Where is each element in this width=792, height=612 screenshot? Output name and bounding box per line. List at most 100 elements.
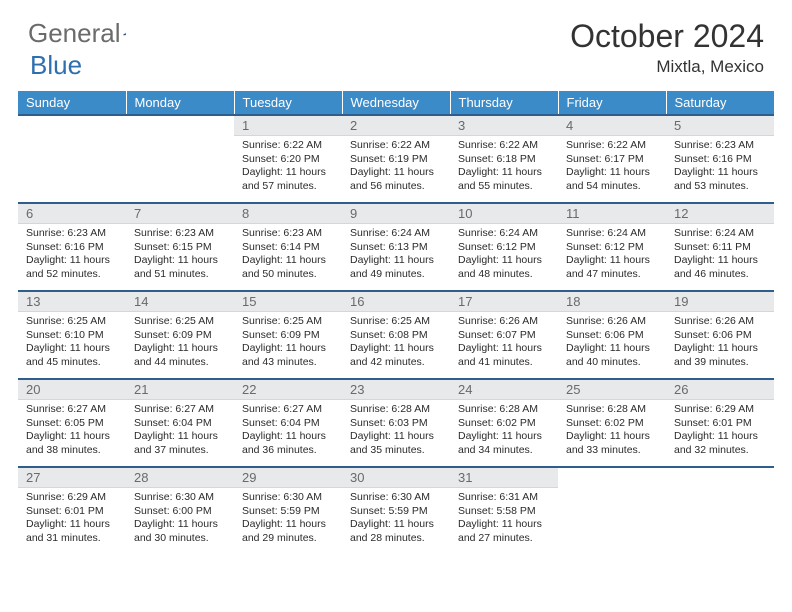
day-number: 5 — [666, 116, 774, 136]
calendar-day-cell: 3Sunrise: 6:22 AMSunset: 6:18 PMDaylight… — [450, 115, 558, 203]
day-content: Sunrise: 6:25 AMSunset: 6:09 PMDaylight:… — [126, 312, 234, 372]
calendar-day-cell — [126, 115, 234, 203]
sunrise-text: Sunrise: 6:22 AM — [350, 139, 444, 153]
day-number: 16 — [342, 292, 450, 312]
calendar-day-cell: 10Sunrise: 6:24 AMSunset: 6:12 PMDayligh… — [450, 203, 558, 291]
calendar-day-cell: 30Sunrise: 6:30 AMSunset: 5:59 PMDayligh… — [342, 467, 450, 555]
logo-word2-wrap: Blue — [30, 50, 82, 81]
day-content: Sunrise: 6:22 AMSunset: 6:20 PMDaylight:… — [234, 136, 342, 196]
day-number: 17 — [450, 292, 558, 312]
calendar-day-cell: 21Sunrise: 6:27 AMSunset: 6:04 PMDayligh… — [126, 379, 234, 467]
daylight-text: Daylight: 11 hours and 36 minutes. — [242, 430, 336, 457]
calendar-day-cell: 1Sunrise: 6:22 AMSunset: 6:20 PMDaylight… — [234, 115, 342, 203]
daylight-text: Daylight: 11 hours and 27 minutes. — [458, 518, 552, 545]
sunrise-text: Sunrise: 6:23 AM — [26, 227, 120, 241]
sunset-text: Sunset: 6:09 PM — [242, 329, 336, 343]
weekday-header: Thursday — [450, 91, 558, 115]
calendar-day-cell: 7Sunrise: 6:23 AMSunset: 6:15 PMDaylight… — [126, 203, 234, 291]
day-number: 30 — [342, 468, 450, 488]
sunrise-text: Sunrise: 6:28 AM — [350, 403, 444, 417]
day-content: Sunrise: 6:25 AMSunset: 6:10 PMDaylight:… — [18, 312, 126, 372]
sunset-text: Sunset: 6:01 PM — [26, 505, 120, 519]
daylight-text: Daylight: 11 hours and 47 minutes. — [566, 254, 660, 281]
calendar-day-cell: 27Sunrise: 6:29 AMSunset: 6:01 PMDayligh… — [18, 467, 126, 555]
day-number: 10 — [450, 204, 558, 224]
sunrise-text: Sunrise: 6:30 AM — [242, 491, 336, 505]
daylight-text: Daylight: 11 hours and 30 minutes. — [134, 518, 228, 545]
day-content: Sunrise: 6:26 AMSunset: 6:07 PMDaylight:… — [450, 312, 558, 372]
sunrise-text: Sunrise: 6:30 AM — [134, 491, 228, 505]
daylight-text: Daylight: 11 hours and 51 minutes. — [134, 254, 228, 281]
calendar-day-cell: 25Sunrise: 6:28 AMSunset: 6:02 PMDayligh… — [558, 379, 666, 467]
calendar-day-cell: 28Sunrise: 6:30 AMSunset: 6:00 PMDayligh… — [126, 467, 234, 555]
daylight-text: Daylight: 11 hours and 38 minutes. — [26, 430, 120, 457]
title-block: October 2024 Mixtla, Mexico — [570, 18, 764, 77]
daylight-text: Daylight: 11 hours and 49 minutes. — [350, 254, 444, 281]
day-number: 3 — [450, 116, 558, 136]
day-content: Sunrise: 6:23 AMSunset: 6:16 PMDaylight:… — [18, 224, 126, 284]
day-content: Sunrise: 6:27 AMSunset: 6:04 PMDaylight:… — [126, 400, 234, 460]
weekday-header: Sunday — [18, 91, 126, 115]
day-content: Sunrise: 6:28 AMSunset: 6:02 PMDaylight:… — [558, 400, 666, 460]
calendar-day-cell: 11Sunrise: 6:24 AMSunset: 6:12 PMDayligh… — [558, 203, 666, 291]
day-number: 29 — [234, 468, 342, 488]
sunset-text: Sunset: 6:05 PM — [26, 417, 120, 431]
weekday-header: Wednesday — [342, 91, 450, 115]
day-content: Sunrise: 6:28 AMSunset: 6:03 PMDaylight:… — [342, 400, 450, 460]
daylight-text: Daylight: 11 hours and 28 minutes. — [350, 518, 444, 545]
day-number: 21 — [126, 380, 234, 400]
day-content: Sunrise: 6:29 AMSunset: 6:01 PMDaylight:… — [18, 488, 126, 548]
sunset-text: Sunset: 6:04 PM — [242, 417, 336, 431]
calendar-day-cell: 4Sunrise: 6:22 AMSunset: 6:17 PMDaylight… — [558, 115, 666, 203]
calendar-day-cell: 6Sunrise: 6:23 AMSunset: 6:16 PMDaylight… — [18, 203, 126, 291]
sunset-text: Sunset: 6:07 PM — [458, 329, 552, 343]
daylight-text: Daylight: 11 hours and 43 minutes. — [242, 342, 336, 369]
weekday-header: Friday — [558, 91, 666, 115]
sunset-text: Sunset: 6:17 PM — [566, 153, 660, 167]
daylight-text: Daylight: 11 hours and 32 minutes. — [674, 430, 768, 457]
calendar-day-cell: 18Sunrise: 6:26 AMSunset: 6:06 PMDayligh… — [558, 291, 666, 379]
day-number: 25 — [558, 380, 666, 400]
day-number: 6 — [18, 204, 126, 224]
day-number: 26 — [666, 380, 774, 400]
day-content: Sunrise: 6:29 AMSunset: 6:01 PMDaylight:… — [666, 400, 774, 460]
sunrise-text: Sunrise: 6:30 AM — [350, 491, 444, 505]
sunset-text: Sunset: 6:06 PM — [566, 329, 660, 343]
daylight-text: Daylight: 11 hours and 45 minutes. — [26, 342, 120, 369]
weekday-header: Monday — [126, 91, 234, 115]
sunrise-text: Sunrise: 6:22 AM — [458, 139, 552, 153]
calendar-day-cell: 2Sunrise: 6:22 AMSunset: 6:19 PMDaylight… — [342, 115, 450, 203]
daylight-text: Daylight: 11 hours and 33 minutes. — [566, 430, 660, 457]
sunset-text: Sunset: 6:02 PM — [458, 417, 552, 431]
day-content: Sunrise: 6:24 AMSunset: 6:12 PMDaylight:… — [450, 224, 558, 284]
day-number: 8 — [234, 204, 342, 224]
calendar-day-cell — [558, 467, 666, 555]
calendar-day-cell: 29Sunrise: 6:30 AMSunset: 5:59 PMDayligh… — [234, 467, 342, 555]
day-content: Sunrise: 6:28 AMSunset: 6:02 PMDaylight:… — [450, 400, 558, 460]
calendar-day-cell: 9Sunrise: 6:24 AMSunset: 6:13 PMDaylight… — [342, 203, 450, 291]
sunset-text: Sunset: 5:59 PM — [242, 505, 336, 519]
sunrise-text: Sunrise: 6:24 AM — [674, 227, 768, 241]
day-number: 15 — [234, 292, 342, 312]
sunset-text: Sunset: 6:16 PM — [674, 153, 768, 167]
day-number: 14 — [126, 292, 234, 312]
day-number: 31 — [450, 468, 558, 488]
day-content: Sunrise: 6:25 AMSunset: 6:08 PMDaylight:… — [342, 312, 450, 372]
calendar-day-cell: 16Sunrise: 6:25 AMSunset: 6:08 PMDayligh… — [342, 291, 450, 379]
sunrise-text: Sunrise: 6:26 AM — [566, 315, 660, 329]
calendar-week-row: 20Sunrise: 6:27 AMSunset: 6:05 PMDayligh… — [18, 379, 774, 467]
weekday-header: Saturday — [666, 91, 774, 115]
calendar-table: SundayMondayTuesdayWednesdayThursdayFrid… — [18, 91, 774, 555]
calendar-day-cell: 26Sunrise: 6:29 AMSunset: 6:01 PMDayligh… — [666, 379, 774, 467]
day-content: Sunrise: 6:30 AMSunset: 6:00 PMDaylight:… — [126, 488, 234, 548]
header: General October 2024 Mixtla, Mexico — [0, 0, 792, 81]
day-number: 1 — [234, 116, 342, 136]
daylight-text: Daylight: 11 hours and 54 minutes. — [566, 166, 660, 193]
day-number: 18 — [558, 292, 666, 312]
sunset-text: Sunset: 6:00 PM — [134, 505, 228, 519]
sunrise-text: Sunrise: 6:25 AM — [26, 315, 120, 329]
day-content: Sunrise: 6:30 AMSunset: 5:59 PMDaylight:… — [234, 488, 342, 548]
daylight-text: Daylight: 11 hours and 37 minutes. — [134, 430, 228, 457]
sunset-text: Sunset: 6:12 PM — [566, 241, 660, 255]
calendar-day-cell: 23Sunrise: 6:28 AMSunset: 6:03 PMDayligh… — [342, 379, 450, 467]
